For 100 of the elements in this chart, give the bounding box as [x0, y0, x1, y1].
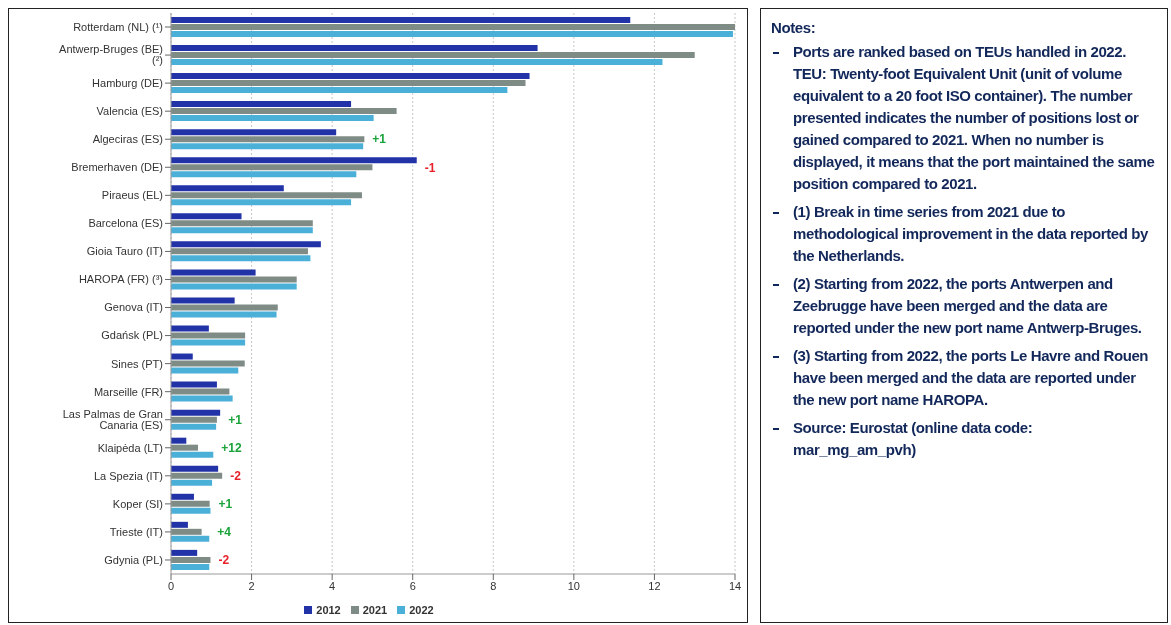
- annotation: -1: [424, 160, 436, 175]
- legend-label: 2022: [409, 604, 434, 616]
- bar: [171, 115, 374, 122]
- bar: [171, 549, 198, 556]
- text: (1) Break in time series from 2021 due to methodological improvement in the data reported by the Netherlands.: [793, 202, 1150, 266]
- bar: [171, 30, 733, 37]
- bar: [171, 304, 278, 311]
- y-tick-label: Gdańsk (PL): [101, 329, 163, 342]
- bar: [171, 73, 530, 80]
- bar: [171, 535, 210, 542]
- annotation: +1: [218, 497, 233, 512]
- bar: [171, 507, 211, 514]
- bar: [171, 255, 311, 262]
- bar: [171, 563, 210, 570]
- y-tick-label: Algeciras (ES): [92, 133, 163, 146]
- annotation: -2: [218, 553, 230, 568]
- x-tick-label: 12: [648, 579, 661, 592]
- x-tick-label: 14: [728, 579, 742, 592]
- legend-label: 2021: [362, 604, 388, 616]
- bar: [171, 500, 210, 507]
- bar: [171, 395, 233, 402]
- bar: [171, 388, 230, 395]
- bar: [171, 423, 217, 430]
- bar: [171, 51, 695, 58]
- bar: [171, 367, 239, 374]
- bar: [171, 87, 508, 94]
- text: (2) Starting from 2022, the ports Antwerpen and Zeebrugge have been merged and the data are reported under the new port name Antwerp-Bruges.: [793, 274, 1143, 338]
- y-tick-label: Sines (PT): [111, 357, 163, 370]
- y-tick-label: La Spezia (IT): [93, 469, 163, 482]
- bar: [171, 192, 362, 199]
- annotation: +4: [217, 525, 232, 540]
- y-tick-label: Las Palmas de Gran Canaria (ES): [62, 408, 163, 432]
- bar: [171, 465, 219, 472]
- bar: [171, 16, 631, 23]
- text: (3) Starting from 2022, the ports Le Havre and Rouen have been merged and the data are reported under the new port name HAROPA.: [793, 346, 1150, 410]
- bar: [171, 143, 364, 150]
- bar: [171, 353, 193, 360]
- bar: [171, 444, 198, 451]
- bar: [171, 521, 188, 528]
- y-tick-label: Valencia (ES): [96, 105, 163, 118]
- bar: [171, 185, 284, 192]
- bar: [171, 451, 214, 458]
- bar: [171, 248, 308, 255]
- text: Notes:: [771, 18, 817, 38]
- y-tick-label: Antwerp-Bruges (BE) (²): [59, 43, 163, 67]
- bar: [171, 297, 235, 304]
- bar: [171, 437, 187, 444]
- bar: [171, 472, 223, 479]
- y-tick-label: Hamburg (DE): [92, 77, 163, 90]
- text: Ports are ranked based on TEUs handled in 2022. TEU: Twenty-foot Equivalent Unit (unit of volume equivalent to a 20 foot ISO container). The number presented indicates the number of positions lost or gained compared to 2021. When no number is displayed, it means that the port maintained the same position compared to 2021.: [793, 42, 1156, 194]
- bar: [171, 381, 217, 388]
- bar: [171, 556, 211, 563]
- y-tick-label: Gioia Tauro (IT): [86, 245, 163, 258]
- bar: [171, 164, 373, 171]
- y-tick-label: Barcelona (ES): [88, 217, 163, 230]
- y-tick-label: Koper (SI): [112, 497, 163, 510]
- annotation: +12: [221, 441, 242, 456]
- bar: [171, 44, 538, 51]
- x-tick-label: 2: [248, 579, 255, 592]
- bar: [171, 108, 397, 115]
- bar: [171, 360, 245, 367]
- bar: [171, 213, 242, 220]
- x-tick-label: 6: [409, 579, 416, 592]
- x-tick-label: 8: [490, 579, 497, 592]
- y-tick-label: HAROPA (FR) (³): [78, 273, 163, 286]
- bar: [171, 493, 194, 500]
- bar: [171, 80, 526, 87]
- y-tick-label: Trieste (IT): [109, 525, 163, 538]
- bar: [171, 227, 313, 234]
- y-tick-label: Rotterdam (NL) (¹): [73, 20, 163, 33]
- annotation: +1: [228, 412, 243, 427]
- y-tick-label: Gdynia (PL): [104, 553, 163, 566]
- bar: [171, 409, 221, 416]
- bar: [171, 283, 297, 290]
- bar: [171, 269, 256, 276]
- bar: [171, 241, 321, 248]
- bar: [171, 136, 365, 143]
- y-tick-label: Genova (IT): [104, 301, 163, 314]
- bar: [171, 325, 209, 332]
- annotation: -2: [230, 469, 242, 484]
- bar: [171, 339, 246, 346]
- source-note: Source: Eurostat (online data code: mar_mg_am_pvh): [793, 418, 1034, 460]
- bar: [171, 528, 202, 535]
- bar: [171, 220, 313, 227]
- legend-label: 2012: [316, 604, 341, 616]
- bar: [171, 311, 277, 318]
- bar: [171, 58, 663, 65]
- y-tick-label: Marseille (FR): [93, 385, 163, 398]
- bar: [171, 171, 357, 178]
- bar: [171, 332, 246, 339]
- y-tick-label: Bremerhaven (DE): [71, 161, 163, 174]
- y-tick-label: Klaipėda (LT): [97, 441, 163, 454]
- bar: [171, 199, 352, 206]
- bar: [171, 276, 297, 283]
- bar: [171, 23, 735, 30]
- x-tick-label: 0: [167, 579, 175, 592]
- x-tick-label: 10: [567, 579, 580, 592]
- bar: [171, 101, 352, 108]
- x-tick-label: 4: [329, 579, 336, 592]
- bar: [171, 157, 417, 164]
